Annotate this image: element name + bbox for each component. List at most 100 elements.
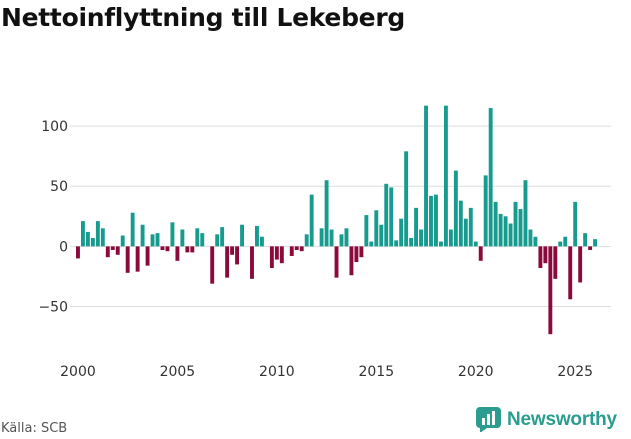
bar: [155, 233, 160, 247]
y-tick-label: 0: [59, 239, 68, 255]
bar: [518, 209, 523, 247]
bar: [175, 246, 180, 261]
bar: [150, 234, 155, 247]
x-tick-label: 2010: [259, 364, 295, 380]
bar: [419, 229, 423, 247]
bar: [364, 215, 369, 247]
bar: [434, 194, 438, 247]
bar: [180, 229, 185, 247]
bar: [215, 234, 220, 247]
bar: [369, 241, 374, 247]
bar: [448, 229, 453, 247]
bar: [76, 246, 80, 259]
bar: [115, 246, 120, 255]
bar: [160, 246, 165, 250]
bar: [528, 229, 533, 247]
x-tick-label: 2025: [557, 364, 593, 380]
bar: [294, 246, 299, 250]
bar: [354, 246, 359, 263]
bar: [438, 241, 443, 247]
bar: [488, 108, 493, 247]
source-label: Källa: SCB: [1, 421, 68, 436]
bar: [583, 233, 588, 247]
bar: [404, 151, 409, 247]
bar: [573, 201, 578, 247]
bar: [379, 224, 384, 247]
bar: [578, 246, 583, 283]
bar: [468, 207, 473, 247]
x-tick-label: 2005: [160, 364, 196, 380]
bar: [140, 224, 145, 247]
bar: [344, 228, 349, 247]
y-tick-label: 50: [50, 179, 68, 195]
y-axis-tick-labels: −50 0 50 100: [38, 119, 68, 315]
bar: [279, 246, 284, 264]
bar: [135, 246, 140, 272]
bar: [593, 239, 598, 247]
bar: [304, 234, 309, 247]
bar: [145, 246, 150, 266]
bar: [563, 236, 568, 247]
bar: [503, 216, 508, 247]
bar: [538, 246, 543, 269]
bar: [409, 237, 414, 247]
bar: [250, 246, 254, 279]
bar: [329, 229, 334, 247]
bar: [558, 241, 563, 247]
bar: [399, 218, 404, 247]
bar: [384, 183, 389, 247]
gridlines: [70, 125, 611, 308]
bar: [80, 221, 85, 247]
bar: [255, 225, 259, 247]
x-tick-label: 2015: [358, 364, 394, 380]
bar: [120, 235, 125, 247]
bar: [195, 228, 200, 247]
bar: [513, 201, 518, 247]
bar: [110, 246, 115, 250]
bar: [259, 236, 264, 247]
bar: [324, 180, 329, 247]
bar: [289, 246, 294, 256]
bar: [309, 194, 314, 247]
bar: [458, 200, 463, 247]
bar: [90, 237, 95, 247]
x-axis-tick-labels: 2000 2005 2010 2015 2020 2025: [60, 364, 593, 380]
bar: [424, 105, 428, 247]
bar: [190, 246, 195, 253]
bar: [543, 246, 548, 264]
bar: [130, 212, 135, 247]
bar: [443, 105, 448, 247]
bar: [359, 246, 364, 258]
bar: [523, 180, 528, 247]
bar: [463, 218, 468, 247]
bar: [235, 246, 240, 265]
bar: [374, 210, 379, 247]
x-tick-label: 2020: [458, 364, 494, 380]
bar: [170, 222, 175, 247]
bar: [225, 246, 230, 278]
bar: [210, 246, 215, 284]
bar: [185, 246, 190, 253]
bar: [568, 246, 573, 300]
bar: [493, 201, 498, 247]
bar: [498, 213, 503, 247]
bar: [533, 236, 538, 247]
bar: [95, 221, 100, 247]
bar: [394, 240, 399, 247]
bar: [414, 207, 419, 247]
bar: [100, 228, 105, 247]
bar: [200, 233, 205, 247]
bar: [349, 246, 354, 276]
bar: [553, 246, 558, 279]
bar: [508, 223, 513, 247]
bar: [220, 227, 225, 247]
bar-series: [76, 105, 598, 335]
newsworthy-brand[interactable]: Newsworthy: [476, 407, 617, 432]
bar: [85, 231, 90, 247]
bar: [429, 195, 433, 247]
bar: [125, 246, 130, 273]
bar: [548, 246, 553, 335]
bar: [165, 246, 170, 252]
bar: [274, 246, 279, 260]
